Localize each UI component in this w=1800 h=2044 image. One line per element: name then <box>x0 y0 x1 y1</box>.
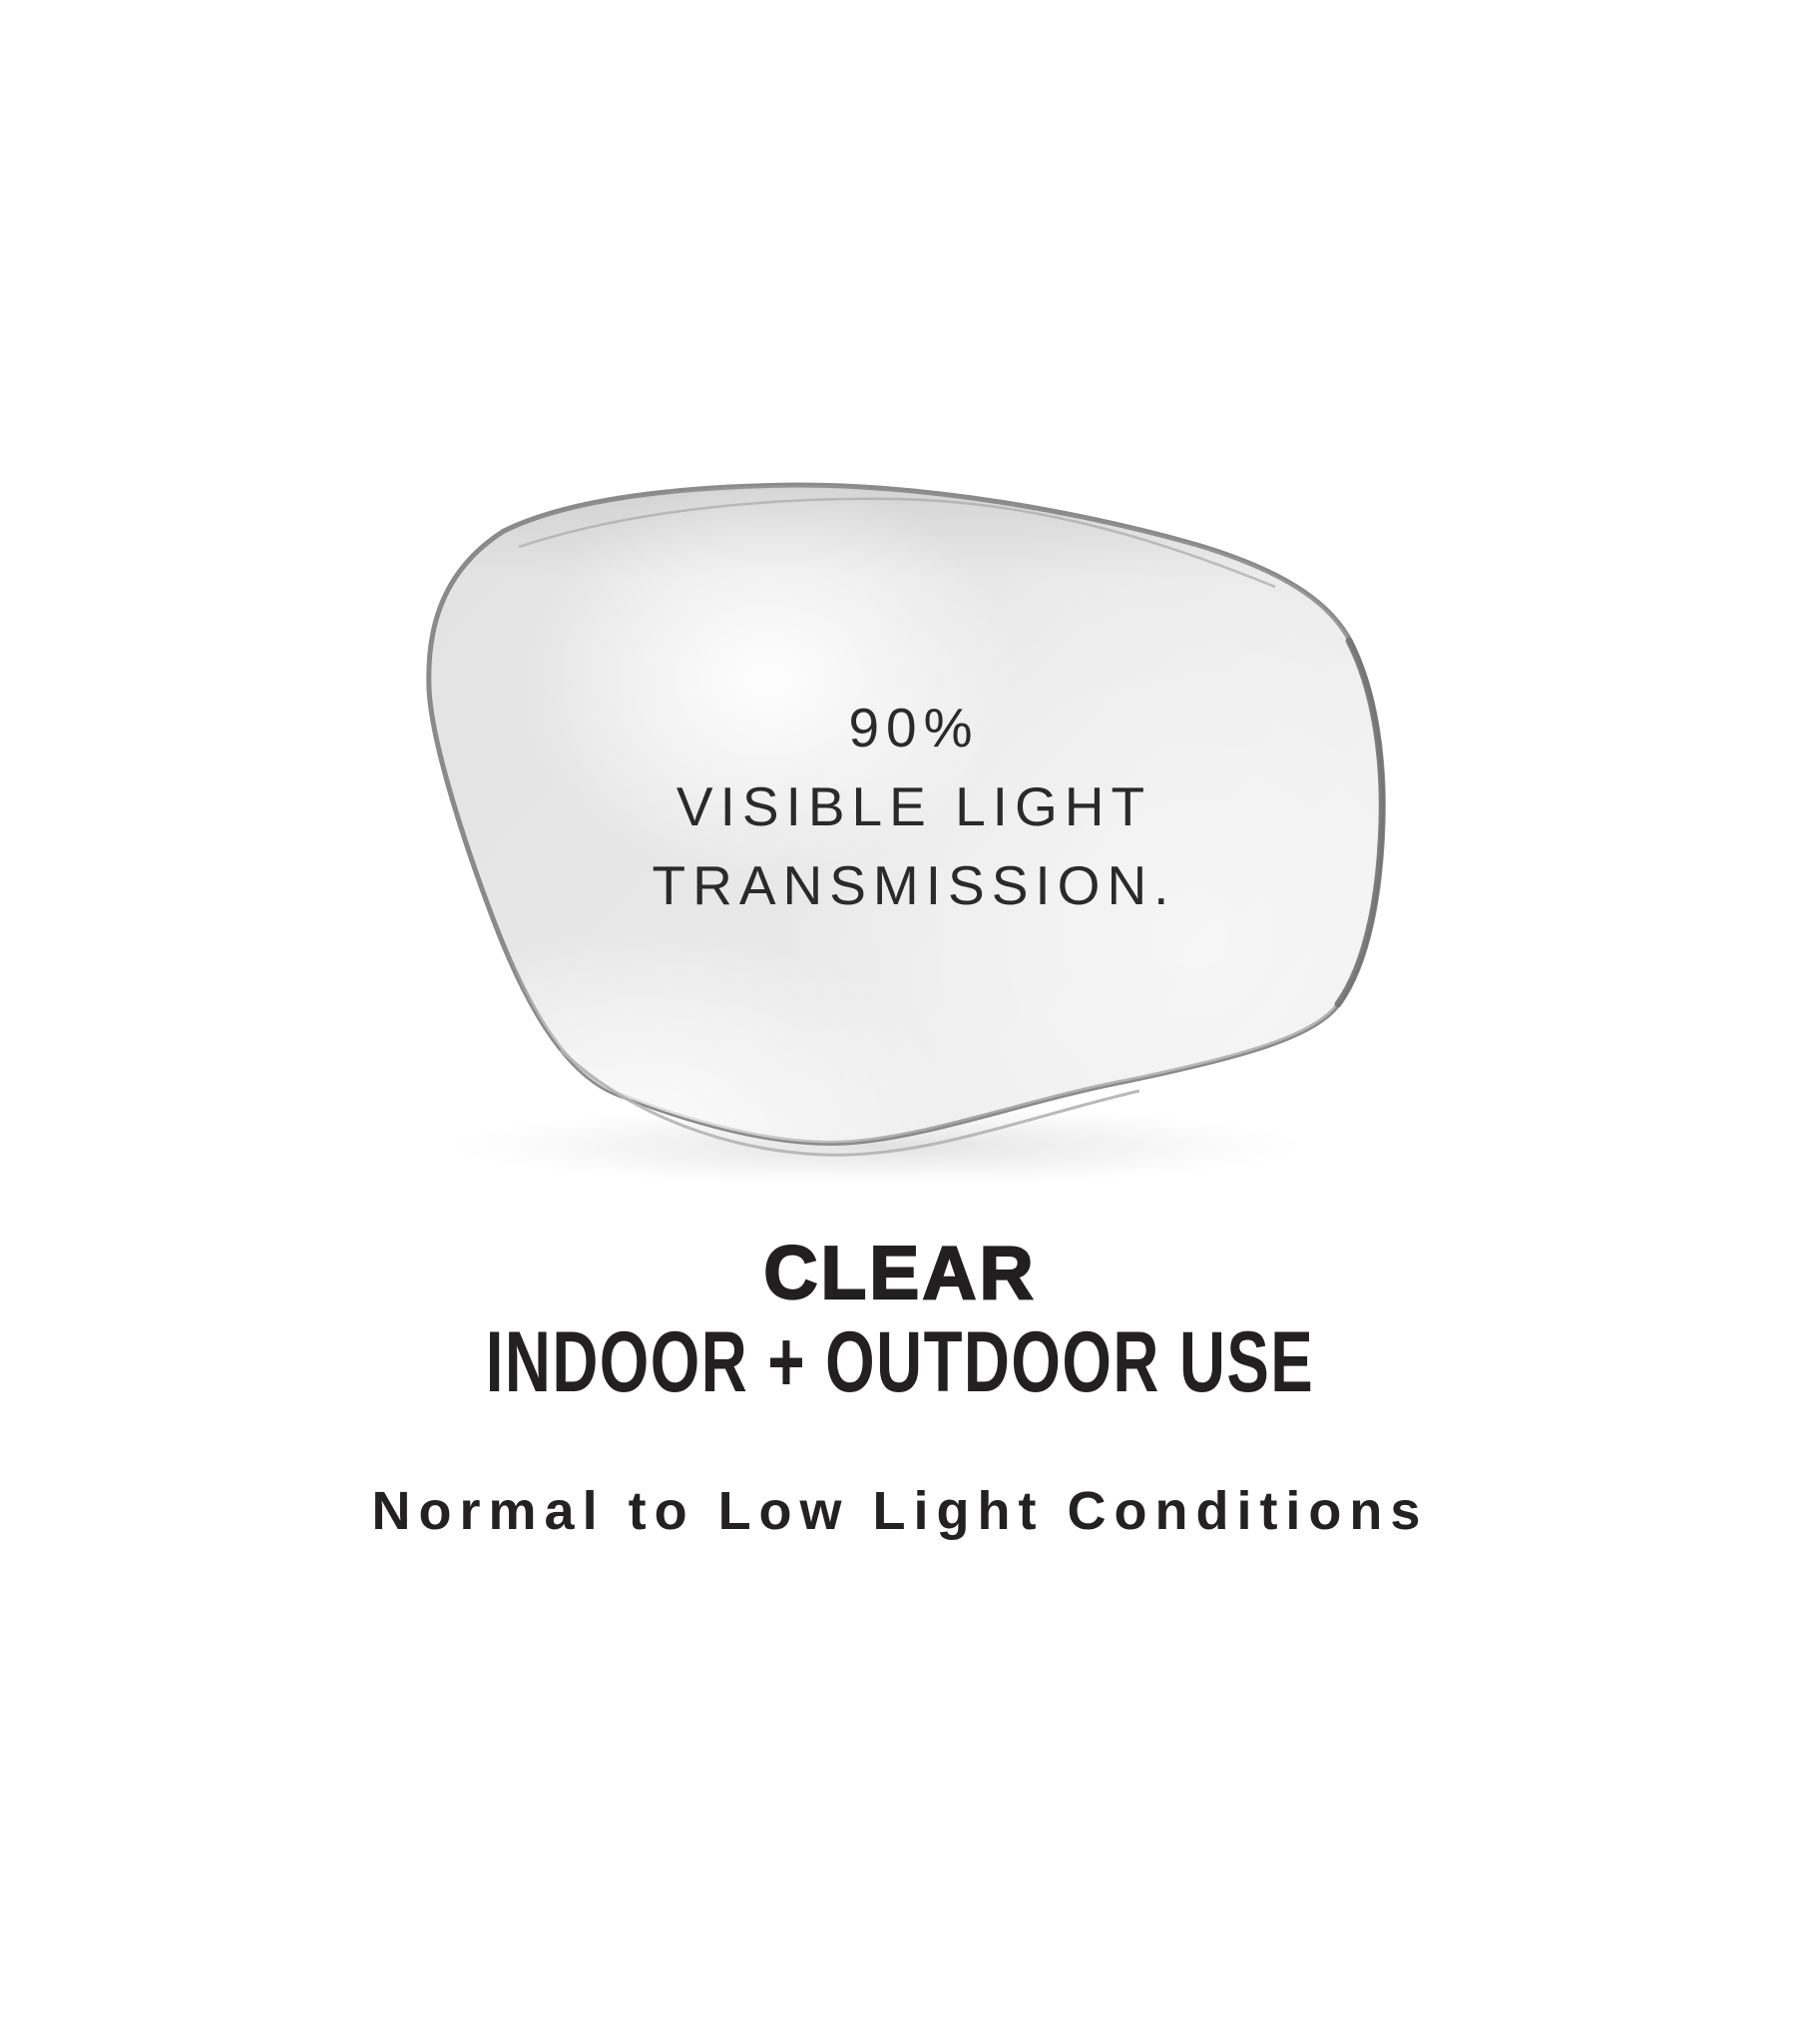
lens-vlt-label: 90% VISIBLE LIGHT TRANSMISSION. <box>14 689 1800 925</box>
lens-right-edge-dark <box>1334 637 1386 1008</box>
lens-top-bevel-line <box>518 497 1276 589</box>
vlt-line-2: VISIBLE LIGHT <box>675 775 1152 837</box>
lens-drop-shadow <box>449 1106 1307 1186</box>
usage-subtitle: INDOOR + OUTDOOR USE <box>485 1314 1315 1410</box>
light-conditions-text: Normal to Low Light Conditions <box>371 1481 1429 1541</box>
vlt-line-3: TRANSMISSION. <box>652 854 1176 916</box>
vlt-percentage: 90% <box>848 697 980 759</box>
lens-center-glow <box>519 485 1018 883</box>
lens-tint-title: CLEAR <box>762 1231 1037 1314</box>
lens-bottom-thickness-line <box>559 1048 1140 1157</box>
